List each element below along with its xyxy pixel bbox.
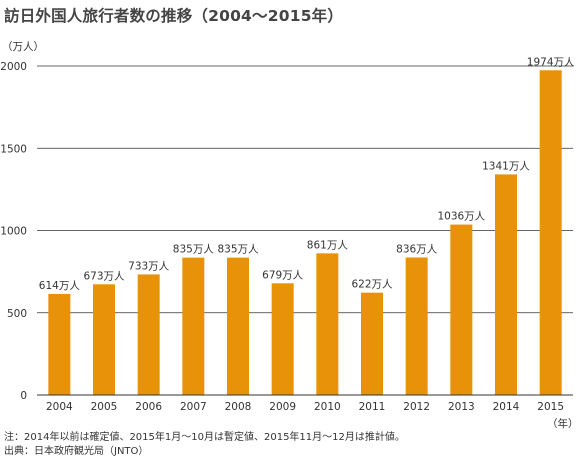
x-tick-label-2011: 2011: [359, 401, 386, 413]
note-text: 注：2014年以前は確定値、2015年1月〜10月は暫定値、2015年11月〜1…: [4, 432, 405, 443]
bar-2005: [93, 284, 115, 395]
bar-2013: [450, 224, 473, 395]
y-axis-unit-label: （万人）: [2, 41, 44, 53]
y-tick-label: 500: [7, 308, 27, 320]
x-axis-ticks: 2004 2005 2006 2007 2008 2009 2010 2011 2012 2013…: [46, 401, 564, 413]
y-axis-ticks: 0 500 1000 1500 2000: [0, 61, 27, 402]
data-label-2006: 733万人: [128, 260, 170, 272]
bar-2014: [495, 174, 517, 395]
y-tick-label: 1500: [0, 143, 27, 155]
x-tick-label-2007: 2007: [180, 401, 207, 413]
y-tick-label: 2000: [0, 61, 27, 73]
x-tick-label-2006: 2006: [135, 401, 162, 413]
footnotes: 注：2014年以前は確定値、2015年1月〜10月は暫定値、2015年11月〜1…: [4, 431, 405, 459]
y-tick-label: 0: [20, 390, 27, 402]
source-text: 出典：日本政府観光局（JNTO）: [4, 446, 149, 457]
bar-2007: [182, 257, 205, 395]
data-label-2009: 679万人: [262, 269, 304, 281]
data-label-2015: 1974万人: [527, 56, 575, 68]
data-label-2014: 1341万人: [482, 160, 530, 172]
x-tick-label-2009: 2009: [269, 401, 296, 413]
bars: [48, 70, 562, 395]
data-label-2012: 836万人: [396, 243, 438, 255]
bar-2015: [539, 70, 562, 395]
x-tick-label-2012: 2012: [403, 401, 430, 413]
data-label-2004: 614万人: [39, 280, 81, 292]
bar-2009: [271, 283, 294, 395]
data-label-2007: 835万人: [173, 244, 215, 256]
bar-2004: [48, 293, 71, 395]
x-tick-label-2004: 2004: [46, 401, 73, 413]
x-axis-unit-label: （年）: [547, 417, 579, 430]
gridlines: [37, 65, 573, 314]
data-label-2011: 622万人: [351, 279, 393, 291]
data-label-2013: 1036万人: [437, 211, 485, 223]
bar-2008: [227, 257, 249, 395]
x-tick-label-2010: 2010: [314, 401, 341, 413]
data-label-2008: 835万人: [217, 244, 259, 256]
x-tick-label-2013: 2013: [448, 401, 475, 413]
chart-title: 訪日外国人旅行者数の推移（2004〜2015年）: [4, 7, 344, 25]
x-tick-label-2005: 2005: [91, 401, 118, 413]
data-label-2005: 673万人: [83, 270, 125, 282]
bar-2010: [316, 253, 339, 395]
x-tick-label-2008: 2008: [225, 401, 252, 413]
x-tick-label-2014: 2014: [493, 401, 520, 413]
x-tick-label-2015: 2015: [537, 401, 564, 413]
bar-2011: [361, 292, 383, 395]
bar-2012: [405, 257, 428, 395]
bar-2006: [137, 274, 160, 395]
y-tick-label: 1000: [0, 226, 27, 238]
data-label-2010: 861万人: [307, 239, 349, 251]
